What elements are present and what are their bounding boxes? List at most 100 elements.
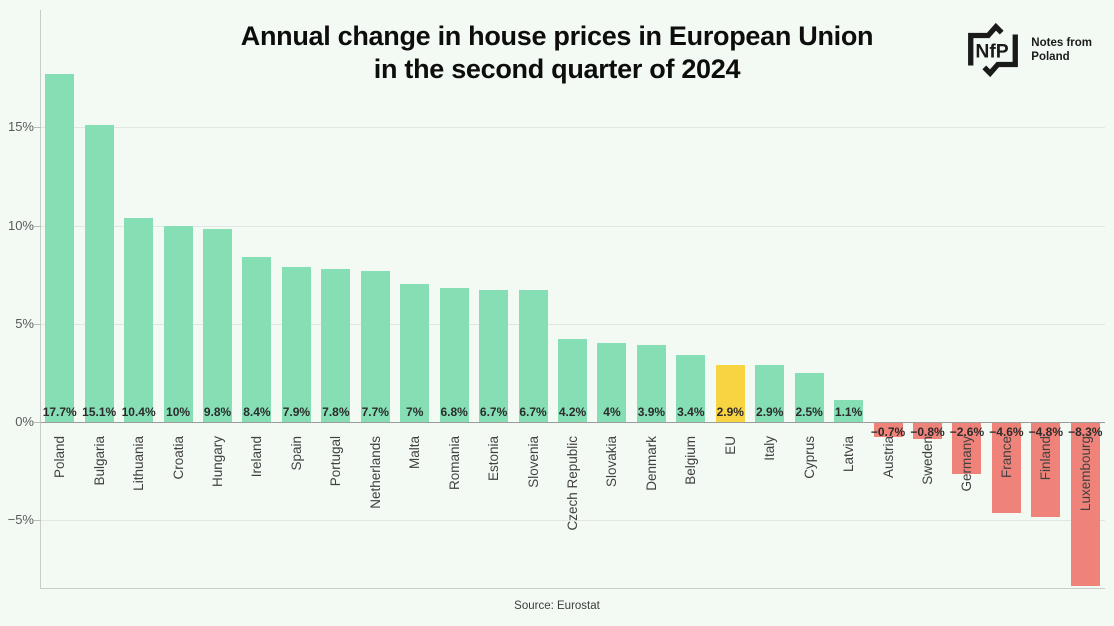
ytick-mark — [34, 520, 41, 522]
country-label-italy: Italy — [762, 436, 778, 461]
value-label-eu: 2.9% — [716, 405, 744, 419]
bar-estonia — [479, 290, 509, 422]
value-label-ireland: 8.4% — [243, 405, 271, 419]
ytick-mark — [34, 323, 41, 325]
value-label-estonia: 6.7% — [479, 405, 508, 419]
x-axis-spine — [40, 588, 1105, 589]
bar-slovakia — [597, 343, 627, 422]
chart-title-line2: in the second quarter of 2024 — [373, 54, 741, 84]
country-label-bulgaria: Bulgaria — [91, 436, 107, 486]
bar-netherlands — [360, 270, 390, 422]
country-label-cyprus: Cyprus — [801, 436, 817, 479]
country-label-austria: Austria — [880, 436, 896, 479]
zero-gridline — [40, 422, 1105, 423]
ytick-label: 15% — [7, 119, 34, 135]
country-label-finland: Finland — [1038, 436, 1054, 481]
country-label-denmark: Denmark — [643, 436, 659, 491]
gridline — [40, 520, 1105, 522]
bar-slovenia — [518, 290, 548, 422]
country-label-portugal: Portugal — [328, 436, 344, 487]
bar-croatia — [163, 225, 193, 422]
bar-austria — [873, 423, 903, 437]
bar-france — [991, 423, 1021, 514]
bar-latvia — [834, 400, 864, 422]
value-label-sweden: −0.8% — [910, 425, 945, 439]
chart-title-line1: Annual change in house prices in Europea… — [240, 21, 874, 51]
country-label-malta: Malta — [407, 436, 423, 470]
logo-text-line1: Notes from — [1031, 37, 1092, 49]
country-label-belgium: Belgium — [683, 436, 699, 485]
ytick-label: 10% — [7, 217, 34, 233]
bar-poland — [45, 74, 75, 422]
country-label-romania: Romania — [446, 436, 462, 491]
country-label-czech-republic: Czech Republic — [565, 436, 580, 531]
bar-spain — [281, 266, 311, 422]
country-label-slovenia: Slovenia — [525, 436, 541, 488]
value-label-poland: 17.7% — [42, 405, 77, 419]
bar-romania — [439, 288, 469, 422]
source-note: Source: Eurostat — [514, 600, 600, 612]
ytick-label: −5% — [7, 512, 34, 528]
ytick-label: 5% — [15, 315, 34, 331]
value-label-italy: 2.9% — [756, 405, 784, 419]
bar-finland — [1031, 423, 1061, 518]
bar-czech-republic — [558, 339, 587, 422]
bar-cyprus — [794, 372, 824, 422]
value-label-latvia: 1.1% — [834, 405, 863, 419]
gridline — [40, 127, 1105, 129]
value-label-belgium: 3.4% — [677, 405, 705, 419]
country-label-slovakia: Slovakia — [604, 436, 620, 488]
gridline — [40, 225, 1105, 227]
ytick-mark — [34, 127, 41, 129]
country-label-ireland: Ireland — [249, 436, 265, 478]
value-label-romania: 6.8% — [440, 405, 468, 419]
value-label-portugal: 7.8% — [322, 405, 350, 419]
country-label-spain: Spain — [288, 436, 304, 471]
value-label-lithuania: 10.4% — [121, 405, 156, 419]
country-label-croatia: Croatia — [170, 436, 186, 480]
bar-germany — [952, 423, 982, 475]
value-label-finland: −4.8% — [1028, 425, 1063, 439]
bar-malta — [400, 284, 430, 422]
value-label-austria: −0.7% — [870, 425, 906, 439]
value-label-czech-republic: 4.2% — [558, 405, 587, 419]
bar-ireland — [242, 256, 272, 422]
y-axis-spine — [40, 10, 41, 588]
value-label-spain: 7.9% — [282, 405, 311, 419]
country-label-france: France — [998, 436, 1014, 479]
bar-lithuania — [124, 217, 154, 422]
svg-text:NfP: NfP — [976, 41, 1009, 63]
country-label-eu: EU — [722, 436, 738, 455]
value-label-slovakia: 4% — [603, 405, 621, 419]
value-label-hungary: 9.8% — [203, 405, 232, 419]
value-label-netherlands: 7.7% — [361, 405, 389, 419]
country-label-netherlands: Netherlands — [367, 436, 383, 509]
value-label-croatia: 10% — [166, 405, 191, 419]
value-label-denmark: 3.9% — [637, 405, 666, 419]
bar-hungary — [203, 229, 232, 422]
country-label-latvia: Latvia — [841, 436, 857, 473]
nfp-logo-icon: NfP — [968, 22, 1019, 78]
ytick-mark — [34, 225, 41, 227]
country-label-germany: Germany — [959, 436, 975, 492]
bar-sweden — [913, 423, 942, 439]
country-label-sweden: Sweden — [920, 436, 935, 485]
value-label-germany: −2.6% — [949, 425, 985, 439]
bar-portugal — [321, 268, 351, 422]
value-label-bulgaria: 15.1% — [82, 405, 117, 419]
ytick-mark — [34, 422, 41, 423]
country-label-luxembourg: Luxembourg — [1077, 436, 1093, 512]
value-label-france: −4.6% — [989, 425, 1024, 439]
bar-luxembourg — [1070, 423, 1100, 587]
notes-from-poland-logo: NfP Notes from Poland — [963, 20, 1092, 80]
country-label-lithuania: Lithuania — [131, 436, 147, 491]
bar-belgium — [676, 355, 706, 422]
gridline — [40, 323, 1105, 325]
bar-italy — [755, 365, 785, 422]
country-label-estonia: Estonia — [486, 436, 502, 482]
bar-denmark — [636, 345, 666, 422]
ytick-label: 0% — [15, 414, 34, 429]
value-label-slovenia: 6.7% — [519, 405, 547, 419]
bar-eu — [715, 365, 745, 422]
